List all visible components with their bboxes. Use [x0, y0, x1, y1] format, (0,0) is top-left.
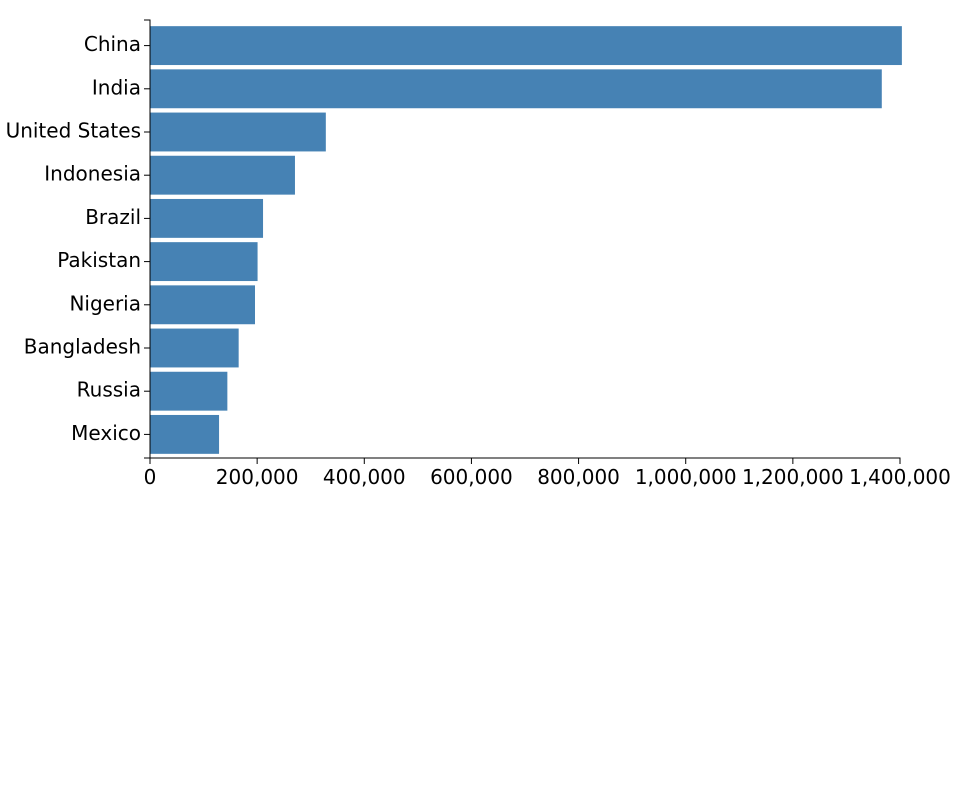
bars-layer — [150, 26, 902, 454]
x-tick-label-0: 0 — [144, 465, 157, 489]
bar-india — [150, 69, 882, 109]
y-tick-label-bangladesh: Bangladesh — [24, 335, 141, 359]
x-tick-label-1-400-000: 1,400,000 — [849, 465, 951, 489]
bar-pakistan — [150, 242, 258, 282]
y-tick-label-mexico: Mexico — [71, 421, 141, 445]
x-tick-label-1-200-000: 1,200,000 — [742, 465, 844, 489]
bar-nigeria — [150, 285, 255, 325]
bar-bangladesh — [150, 328, 239, 368]
bar-mexico — [150, 414, 220, 454]
y-tick-label-india: India — [92, 75, 141, 99]
bar-russia — [150, 371, 228, 411]
bar-united-states — [150, 112, 326, 152]
x-tick-label-800-000: 800,000 — [537, 465, 620, 489]
y-tick-label-brazil: Brazil — [85, 205, 141, 229]
x-tick-label-200-000: 200,000 — [216, 465, 299, 489]
bar-brazil — [150, 198, 264, 238]
y-tick-label-united-states: United States — [6, 119, 141, 143]
x-tick-label-400-000: 400,000 — [323, 465, 406, 489]
y-tick-label-indonesia: Indonesia — [44, 162, 141, 186]
y-tick-label-pakistan: Pakistan — [57, 248, 141, 272]
bar-china — [150, 26, 902, 66]
y-axis: China India United States Indonesia Brazil Pa… — [6, 19, 151, 459]
x-axis-line — [149, 457, 901, 464]
x-tick-label-600-000: 600,000 — [430, 465, 513, 489]
x-axis: 0 200,000 400,000 600,000 800,000 1,000,000 1,… — [144, 457, 951, 489]
y-tick-label-nigeria: Nigeria — [69, 291, 141, 315]
y-axis-line — [144, 19, 151, 459]
y-tick-label-russia: Russia — [77, 378, 141, 402]
bar-indonesia — [150, 155, 295, 195]
x-tick-label-1-000-000: 1,000,000 — [635, 465, 737, 489]
y-tick-label-china: China — [84, 32, 141, 56]
